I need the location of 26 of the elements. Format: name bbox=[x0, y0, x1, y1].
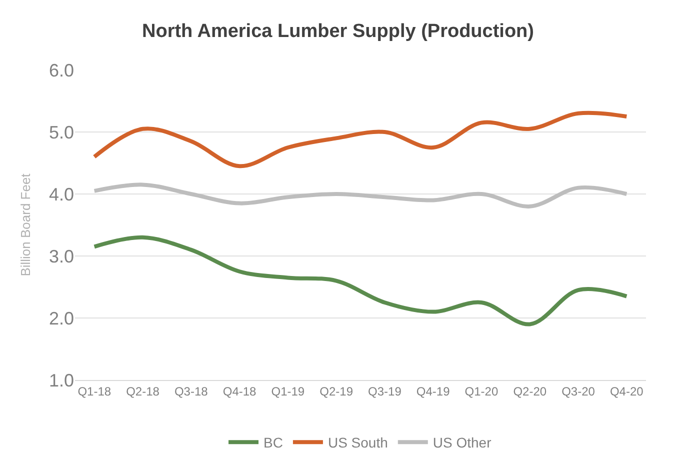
y-tick-label: 5.0 bbox=[48, 122, 74, 142]
y-tick-label: 1.0 bbox=[48, 370, 74, 390]
x-tick-label: Q4-18 bbox=[222, 384, 257, 398]
line-series bbox=[92, 235, 629, 326]
y-tick-label: 2.0 bbox=[48, 308, 74, 328]
legend-label: US Other bbox=[432, 434, 492, 451]
x-tick-label: Q3-20 bbox=[562, 384, 596, 398]
x-tick-label: Q2-18 bbox=[126, 384, 160, 398]
legend-label: BC bbox=[264, 434, 283, 451]
x-tick-label: Q4-19 bbox=[416, 384, 450, 398]
chart-title: North America Lumber Supply (Production) bbox=[142, 20, 534, 42]
x-tick-label: Q2-19 bbox=[320, 384, 354, 398]
y-tick-label: 6.0 bbox=[48, 60, 74, 80]
y-tick-label: 4.0 bbox=[48, 184, 74, 204]
x-tick-label: Q3-18 bbox=[174, 384, 208, 398]
x-tick-label: Q2-20 bbox=[513, 384, 547, 398]
x-tick-label: Q1-18 bbox=[78, 384, 112, 398]
x-tick-label: Q1-20 bbox=[464, 384, 498, 398]
x-tick-label: Q3-19 bbox=[368, 384, 402, 398]
y-tick-label: 3.0 bbox=[48, 246, 74, 266]
legend-label: US South bbox=[328, 434, 388, 451]
x-tick-label: Q1-19 bbox=[271, 384, 305, 398]
line-series bbox=[92, 110, 629, 168]
line-series bbox=[92, 182, 629, 208]
y-axis-title: Billion Board Feet bbox=[18, 173, 33, 276]
x-tick-label: Q4-20 bbox=[610, 384, 644, 398]
